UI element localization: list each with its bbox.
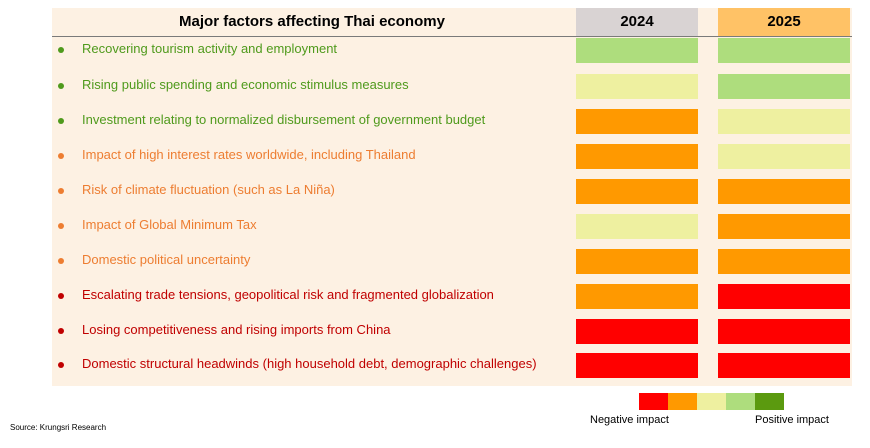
- impact-cell-2024: [576, 284, 698, 309]
- impact-cell-2024: [576, 179, 698, 204]
- legend-positive-label: Positive impact: [755, 414, 829, 426]
- impact-cell-2025: [718, 109, 850, 134]
- source-note: Source: Krungsri Research: [10, 423, 107, 432]
- factor-label: Risk of climate fluctuation (such as La …: [82, 182, 335, 197]
- row-bullet: [58, 258, 64, 264]
- legend-swatch-negative-strong: [639, 393, 668, 410]
- row-bullet: [58, 153, 64, 159]
- factor-label: Escalating trade tensions, geopolitical …: [82, 287, 494, 302]
- impact-cell-2025: [718, 74, 850, 99]
- impact-cell-2025: [718, 353, 850, 378]
- impact-cell-2025: [718, 144, 850, 169]
- legend-negative-label: Negative impact: [590, 414, 669, 426]
- column-header-2025: 2025: [718, 8, 850, 36]
- impact-cell-2024: [576, 144, 698, 169]
- impact-cell-2024: [576, 38, 698, 63]
- factor-label: Investment relating to normalized disbur…: [82, 112, 486, 127]
- impact-cell-2024: [576, 214, 698, 239]
- factor-label: Rising public spending and economic stim…: [82, 77, 409, 92]
- impact-cell-2025: [718, 249, 850, 274]
- row-bullet: [58, 47, 64, 53]
- impact-cell-2025: [718, 319, 850, 344]
- impact-cell-2024: [576, 353, 698, 378]
- legend-swatch-positive-strong: [755, 393, 784, 410]
- row-bullet: [58, 118, 64, 124]
- impact-cell-2025: [718, 214, 850, 239]
- factor-label: Losing competitiveness and rising import…: [82, 322, 391, 337]
- legend-swatch-positive: [726, 393, 755, 410]
- factor-label: Impact of high interest rates worldwide,…: [82, 147, 416, 162]
- legend-swatch-neutral: [697, 393, 726, 410]
- column-header-2024: 2024: [576, 8, 698, 36]
- impact-cell-2025: [718, 179, 850, 204]
- factor-label: Impact of Global Minimum Tax: [82, 217, 257, 232]
- chart-title: Major factors affecting Thai economy: [179, 13, 445, 30]
- row-bullet: [58, 362, 64, 368]
- impact-cell-2024: [576, 249, 698, 274]
- impact-cell-2024: [576, 74, 698, 99]
- row-bullet: [58, 223, 64, 229]
- factor-label: Domestic structural headwinds (high hous…: [82, 356, 537, 371]
- row-bullet: [58, 83, 64, 89]
- row-bullet: [58, 328, 64, 334]
- header-divider: [52, 36, 852, 37]
- row-bullet: [58, 188, 64, 194]
- impact-cell-2024: [576, 319, 698, 344]
- impact-cell-2024: [576, 109, 698, 134]
- factor-label: Domestic political uncertainty: [82, 252, 251, 267]
- factor-label: Recovering tourism activity and employme…: [82, 41, 338, 56]
- row-bullet: [58, 293, 64, 299]
- impact-cell-2025: [718, 38, 850, 63]
- legend-swatch-negative: [668, 393, 697, 410]
- impact-cell-2025: [718, 284, 850, 309]
